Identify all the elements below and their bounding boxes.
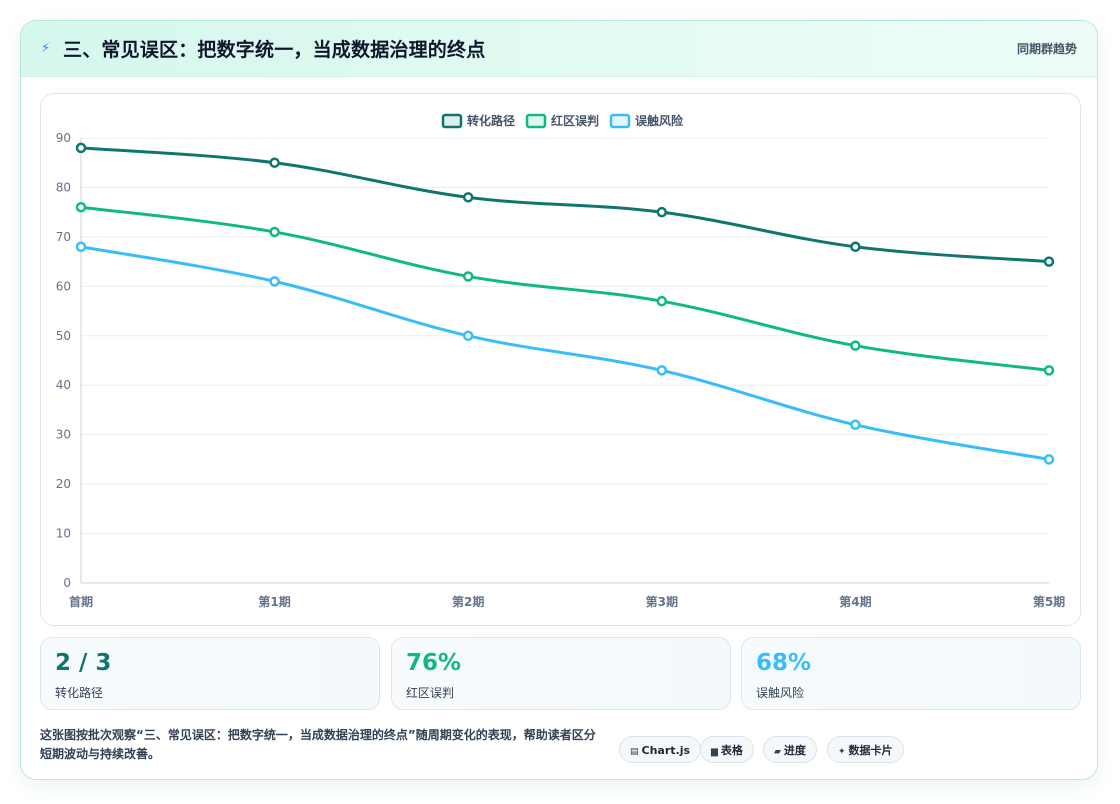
- tag-data-card[interactable]: ✦ 数据卡片: [827, 736, 904, 763]
- data-point: [269, 276, 280, 287]
- series-line-1: [79, 205, 1051, 372]
- data-point: [1043, 256, 1055, 267]
- chart-icon: ▤: [630, 747, 639, 757]
- legend-swatch: [441, 113, 463, 129]
- data-point: [462, 192, 474, 203]
- header-subtitle: 同期群趋势: [1016, 42, 1077, 56]
- x-tick-label: 第5期: [1033, 594, 1065, 609]
- stat-card-mistouch: 68% 误触风险: [741, 637, 1081, 710]
- y-tick-label: 50: [56, 329, 71, 343]
- tag-label: Chart.js: [641, 744, 691, 757]
- data-point: [462, 271, 474, 282]
- legend-label: 转化路径: [467, 113, 515, 128]
- series-line-0: [79, 146, 1051, 264]
- stat-label: 转化路径: [55, 686, 104, 700]
- data-point: [462, 330, 474, 342]
- card-header: ⚡ 三、常见误区：把数字统一，当成数据治理的终点 同期群趋势: [21, 21, 1097, 77]
- legend-swatch: [609, 113, 631, 129]
- progress-icon: ▰: [774, 747, 781, 757]
- y-tick-label: 20: [56, 477, 71, 491]
- series-line-2: [79, 245, 1051, 461]
- y-tick-label: 10: [56, 527, 71, 541]
- stat-value: 2 / 3: [55, 650, 112, 676]
- data-point: [850, 419, 861, 431]
- x-tick-label: 首期: [69, 594, 93, 609]
- sparkle-icon: ✦: [838, 747, 846, 757]
- stat-card-red-zone: 76% 红区误判: [391, 637, 731, 710]
- tag-label: 表格: [720, 744, 743, 757]
- x-tick-label: 第2期: [452, 594, 484, 609]
- y-tick-label: 40: [56, 378, 71, 392]
- tag-progress[interactable]: ▰ 进度: [763, 736, 817, 763]
- legend-label: 误触风险: [635, 113, 684, 128]
- x-tick-label: 第1期: [258, 594, 290, 609]
- table-icon: ▆: [711, 747, 718, 757]
- y-tick-label: 30: [56, 428, 71, 442]
- y-tick-label: 60: [56, 279, 71, 293]
- data-point: [1043, 454, 1055, 465]
- legend-label: 红区误判: [551, 113, 599, 128]
- x-tick-label: 第4期: [839, 594, 871, 609]
- tag-label: 进度: [783, 744, 806, 757]
- y-tick-label: 70: [56, 230, 71, 244]
- line-chart: 0 10 20 30 40 50 60 70 80 90 首期 第1期 第2期 第3期 第4期 第5期 转化路径…: [56, 113, 1065, 609]
- legend-swatch: [525, 113, 547, 129]
- x-tick-label: 第3期: [646, 594, 678, 609]
- data-point: [75, 142, 87, 154]
- data-point: [850, 241, 861, 253]
- tag-table[interactable]: ▆ 表格: [700, 736, 754, 763]
- report-card: ⚡ 三、常见误区：把数字统一，当成数据治理的终点 同期群趋势 0 10 20 30 40…: [20, 20, 1098, 780]
- stat-value: 76%: [406, 650, 462, 676]
- data-point: [75, 241, 87, 253]
- data-point: [656, 365, 668, 376]
- y-tick-label: 90: [56, 131, 71, 145]
- stat-card-conversion: 2 / 3 转化路径: [40, 637, 380, 710]
- data-point: [656, 295, 668, 307]
- y-tick-label: 0: [63, 576, 71, 590]
- stat-value: 68%: [756, 650, 812, 676]
- data-point: [269, 157, 280, 168]
- chart-panel: 0 10 20 30 40 50 60 70 80 90 首期 第1期 第2期 第3期 第4期 第5期 转化路径…: [40, 93, 1081, 626]
- data-point: [75, 201, 87, 213]
- y-tick-label: 80: [56, 180, 71, 194]
- stat-label: 误触风险: [756, 686, 805, 700]
- tag-label: 数据卡片: [848, 744, 893, 757]
- data-point: [1043, 365, 1055, 376]
- stat-cards: 2 / 3 转化路径 76% 红区误判 68% 误触风险: [40, 637, 1081, 710]
- data-point: [269, 226, 280, 238]
- tag-chartjs[interactable]: ▤ Chart.js: [619, 736, 702, 763]
- chart-description: 这张图按批次观察“三、常见误区：把数字统一，当成数据治理的终点”随周期变化的表现…: [40, 728, 596, 761]
- data-point: [850, 340, 861, 351]
- lightning-icon: ⚡: [41, 41, 51, 56]
- stat-label: 红区误判: [406, 686, 455, 700]
- page-title: 三、常见误区：把数字统一，当成数据治理的终点: [63, 39, 486, 61]
- data-point: [656, 206, 668, 218]
